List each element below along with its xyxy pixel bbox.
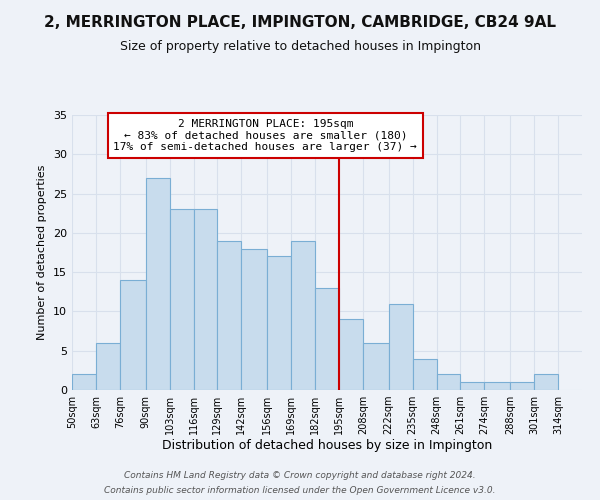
Bar [437, 374, 460, 390]
Text: Size of property relative to detached houses in Impington: Size of property relative to detached ho… [119, 40, 481, 53]
Bar [510, 382, 534, 390]
Text: Distribution of detached houses by size in Impington: Distribution of detached houses by size … [162, 438, 492, 452]
Bar [217, 240, 241, 390]
Bar [291, 240, 315, 390]
Text: 2 MERRINGTON PLACE: 195sqm
← 83% of detached houses are smaller (180)
17% of sem: 2 MERRINGTON PLACE: 195sqm ← 83% of deta… [113, 119, 417, 152]
Bar [146, 178, 170, 390]
Bar [170, 210, 194, 390]
Text: Contains public sector information licensed under the Open Government Licence v3: Contains public sector information licen… [104, 486, 496, 495]
Bar [315, 288, 339, 390]
Text: 2, MERRINGTON PLACE, IMPINGTON, CAMBRIDGE, CB24 9AL: 2, MERRINGTON PLACE, IMPINGTON, CAMBRIDG… [44, 15, 556, 30]
Bar [484, 382, 510, 390]
Y-axis label: Number of detached properties: Number of detached properties [37, 165, 47, 340]
Bar [72, 374, 96, 390]
Bar [267, 256, 291, 390]
Bar [96, 343, 120, 390]
Bar [534, 374, 558, 390]
Bar [120, 280, 146, 390]
Bar [194, 210, 217, 390]
Text: Contains HM Land Registry data © Crown copyright and database right 2024.: Contains HM Land Registry data © Crown c… [124, 471, 476, 480]
Bar [241, 248, 267, 390]
Bar [389, 304, 413, 390]
Bar [339, 320, 363, 390]
Bar [460, 382, 484, 390]
Bar [363, 343, 389, 390]
Bar [413, 358, 437, 390]
